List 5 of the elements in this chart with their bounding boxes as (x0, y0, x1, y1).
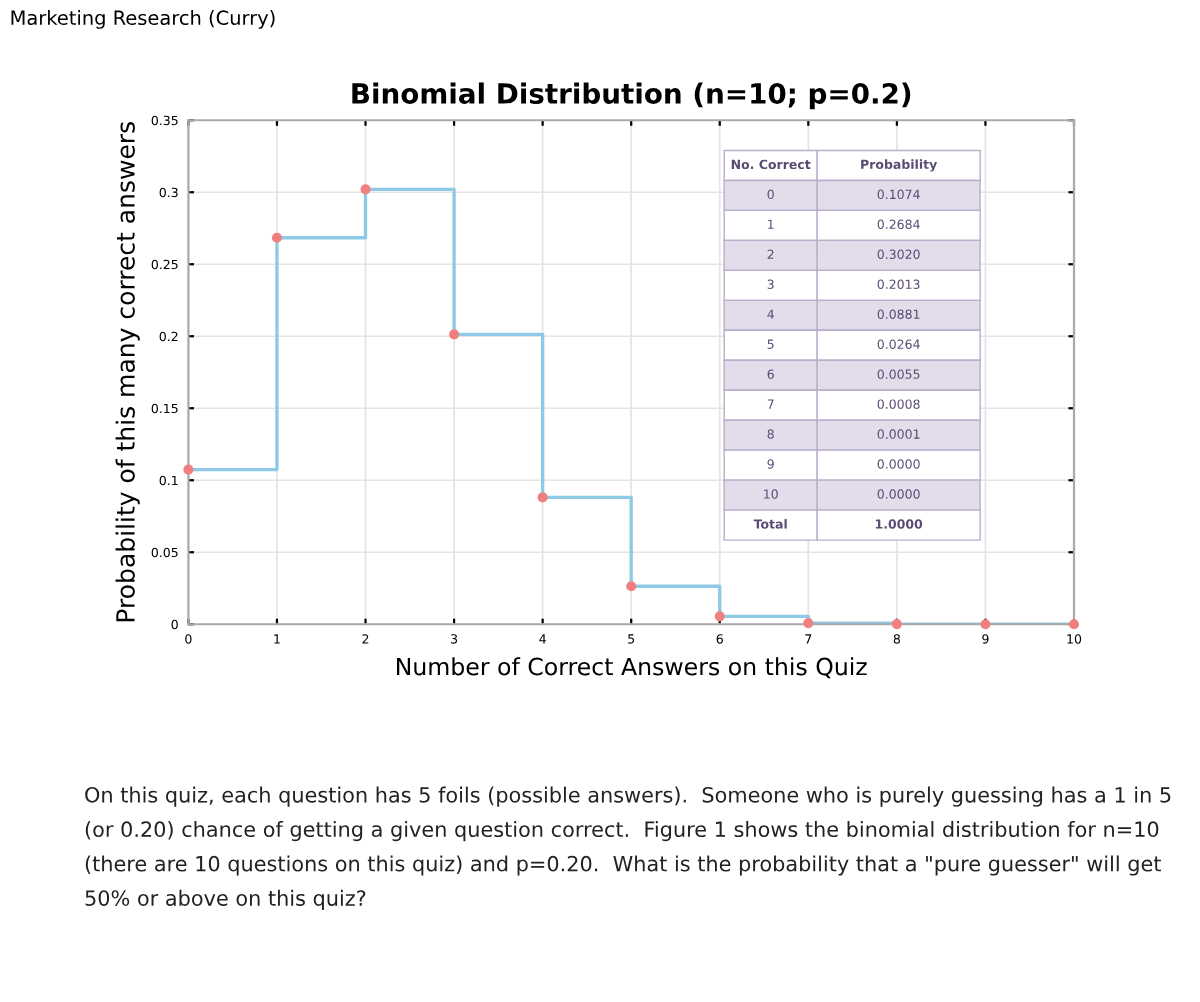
chart-title: Binomial Distribution (n=10; p=0.2) (352, 82, 911, 110)
text: On this quiz, each question has 5 foils (possible answers). Someone who is purely guessing has a 1 in 5 (or 0.20) chance of getting a given question correct. Figure 1 shows the binomial distribution for n=10 (there are 10 questions on this quiz) and p=0.20. What is the probability that a "pure guesser" will get 50% or above on this quiz? (85, 786, 1171, 910)
text: Marketing Research (Curry) (11, 10, 275, 29)
y-axis-title: Probability of this many correct answers (115, 122, 140, 622)
x-axis-title: Number of Correct Answers on this Quiz (396, 657, 867, 679)
